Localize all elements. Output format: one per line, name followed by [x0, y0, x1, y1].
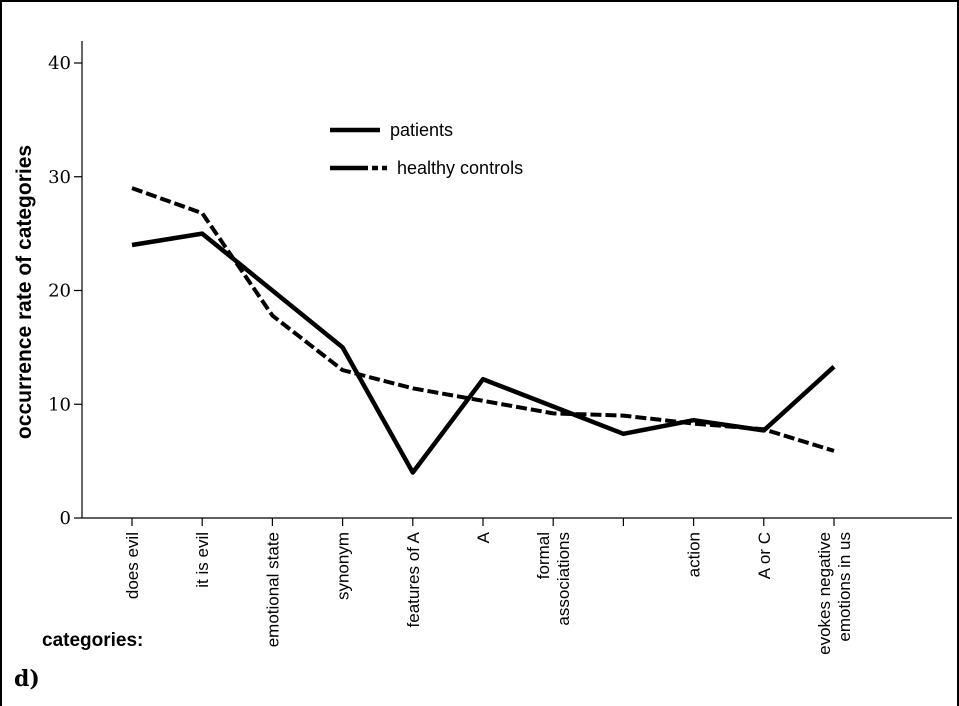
x-ticks: does evil it is evil emotional state synony… — [123, 518, 854, 655]
y-axis-label: occurrence rate of categories — [13, 145, 36, 439]
legend-label-healthy-controls: healthy controls — [397, 158, 523, 178]
legend-label-patients: patients — [390, 120, 453, 140]
x-category-label: action — [685, 532, 704, 577]
x-category-label: emotional state — [263, 532, 282, 647]
y-tick-label: 10 — [48, 394, 71, 415]
x-category-label: evokes negative — [815, 532, 834, 655]
x-category-label: formal — [534, 532, 553, 579]
series-line-patients — [131, 231, 836, 475]
x-category-label: associations — [554, 532, 573, 626]
y-ticks: 0 10 20 30 40 — [48, 53, 82, 529]
x-category-label: synonym — [334, 532, 353, 600]
y-tick-label: 0 — [60, 508, 71, 529]
categories-title: categories: — [42, 630, 143, 651]
series-lines — [131, 186, 836, 475]
x-category-label: it is evil — [193, 532, 212, 588]
x-category-label: features of A — [404, 531, 423, 627]
axes — [81, 41, 952, 519]
x-category-label: does evil — [123, 532, 142, 599]
y-tick-label: 20 — [48, 281, 71, 302]
series-line-healthy-controls — [131, 186, 835, 453]
y-tick-label: 40 — [48, 53, 71, 74]
x-category-label: A — [474, 531, 493, 543]
x-category-label: emotions in us — [835, 532, 854, 642]
y-tick-label: 30 — [48, 167, 71, 188]
panel-label: d) — [14, 666, 40, 692]
legend: patients healthy controls — [330, 120, 523, 178]
x-category-label: A or C — [755, 532, 774, 579]
